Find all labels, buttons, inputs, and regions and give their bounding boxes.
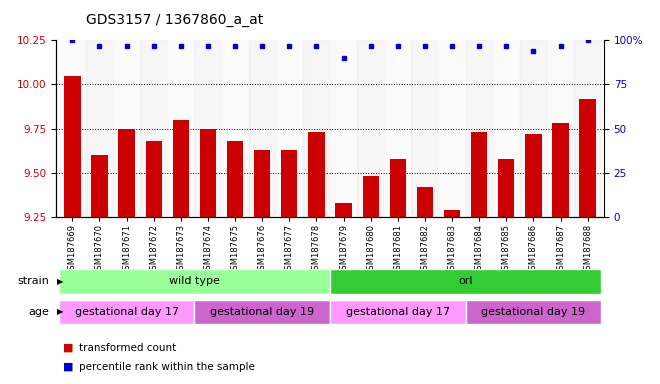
Text: ■: ■ bbox=[63, 362, 73, 372]
Bar bbox=[59, 269, 330, 294]
Text: gestational day 17: gestational day 17 bbox=[75, 307, 179, 317]
Bar bbox=[146, 141, 162, 217]
Text: orl: orl bbox=[458, 276, 473, 286]
Text: gestational day 17: gestational day 17 bbox=[346, 307, 450, 317]
Bar bbox=[465, 300, 601, 324]
Bar bbox=[574, 40, 601, 217]
Bar bbox=[113, 40, 140, 217]
Bar bbox=[335, 203, 352, 217]
Bar bbox=[227, 141, 244, 217]
Bar bbox=[308, 132, 325, 217]
Bar bbox=[330, 40, 357, 217]
Bar bbox=[303, 40, 330, 217]
Bar bbox=[140, 40, 167, 217]
Bar bbox=[493, 40, 520, 217]
Bar bbox=[281, 150, 298, 217]
Bar bbox=[64, 76, 81, 217]
Bar bbox=[362, 176, 379, 217]
Bar bbox=[59, 40, 86, 217]
Text: ▶: ▶ bbox=[57, 277, 64, 286]
Bar bbox=[119, 129, 135, 217]
Bar bbox=[91, 155, 108, 217]
Bar bbox=[520, 40, 547, 217]
Text: wild type: wild type bbox=[169, 276, 220, 286]
Bar bbox=[222, 40, 249, 217]
Text: percentile rank within the sample: percentile rank within the sample bbox=[79, 362, 255, 372]
Bar bbox=[357, 40, 384, 217]
Bar bbox=[579, 99, 596, 217]
Bar bbox=[498, 159, 514, 217]
Bar bbox=[249, 40, 276, 217]
Bar bbox=[416, 187, 433, 217]
Text: transformed count: transformed count bbox=[79, 343, 176, 353]
Text: GDS3157 / 1367860_a_at: GDS3157 / 1367860_a_at bbox=[86, 13, 263, 27]
Bar bbox=[276, 40, 303, 217]
Bar bbox=[525, 134, 541, 217]
Bar bbox=[200, 129, 216, 217]
Bar bbox=[411, 40, 438, 217]
Text: gestational day 19: gestational day 19 bbox=[481, 307, 585, 317]
Text: age: age bbox=[28, 307, 50, 317]
Bar bbox=[552, 123, 569, 217]
Text: gestational day 19: gestational day 19 bbox=[210, 307, 314, 317]
Text: strain: strain bbox=[18, 276, 50, 286]
Bar bbox=[254, 150, 271, 217]
Bar bbox=[173, 120, 189, 217]
Bar bbox=[465, 40, 493, 217]
Bar bbox=[389, 159, 406, 217]
Bar bbox=[330, 300, 465, 324]
Bar bbox=[195, 40, 222, 217]
Bar bbox=[471, 132, 487, 217]
Bar bbox=[330, 269, 601, 294]
Bar bbox=[384, 40, 411, 217]
Bar bbox=[86, 40, 113, 217]
Bar bbox=[547, 40, 574, 217]
Bar bbox=[167, 40, 195, 217]
Bar bbox=[195, 300, 330, 324]
Text: ▶: ▶ bbox=[57, 308, 64, 316]
Bar bbox=[59, 300, 195, 324]
Text: ■: ■ bbox=[63, 343, 73, 353]
Bar bbox=[444, 210, 460, 217]
Bar bbox=[438, 40, 465, 217]
